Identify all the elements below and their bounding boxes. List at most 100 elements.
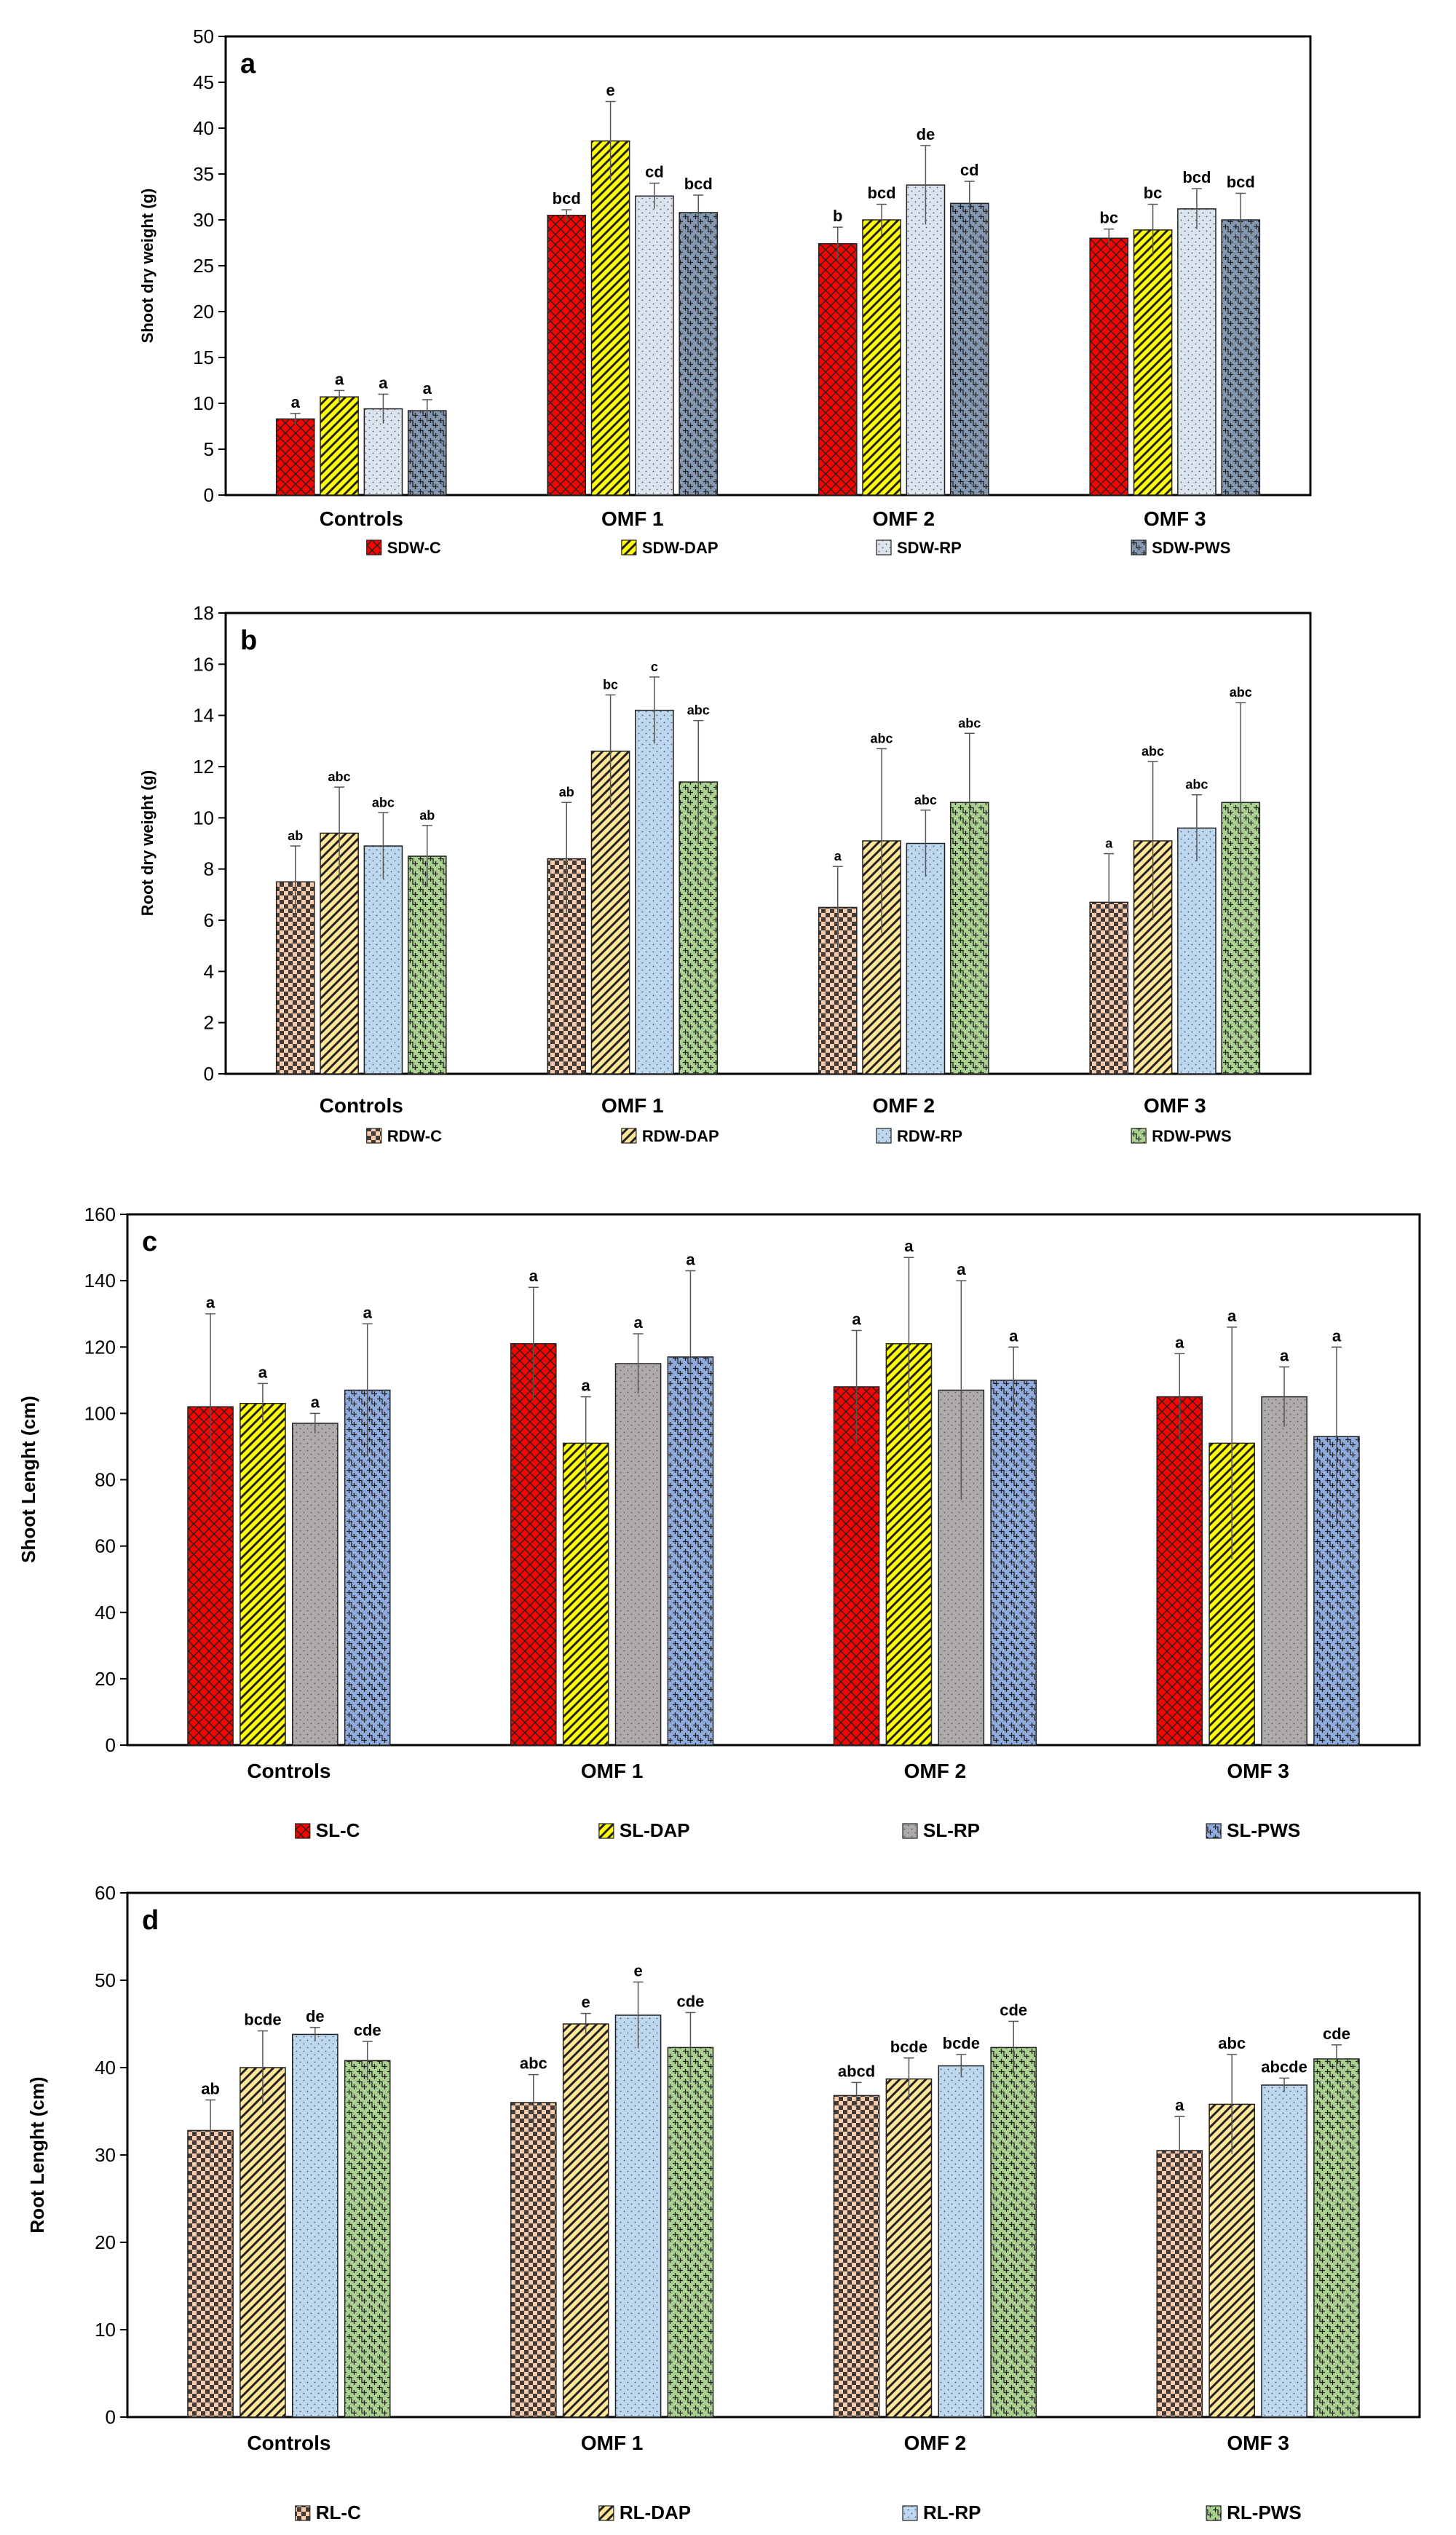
significance-letter: a [1175, 1333, 1184, 1351]
bar-rl-rp-omf3 [1261, 2084, 1307, 2418]
y-tick-label: 30 [193, 209, 214, 231]
panel-label: d [142, 1905, 159, 1936]
legend-swatch [295, 2505, 311, 2521]
legend-label: SDW-RP [897, 539, 962, 557]
significance-letter: ab [559, 785, 574, 799]
x-tick-label: OMF 1 [601, 1094, 664, 1117]
significance-letter: de [306, 2007, 325, 2025]
bar-rl-pws-omf1 [667, 2046, 714, 2418]
legend-swatch [598, 2505, 614, 2521]
significance-letter: cde [676, 1992, 704, 2010]
significance-letter: e [582, 1993, 590, 2012]
y-tick-label: 50 [95, 1969, 116, 1991]
significance-letter: a [529, 1267, 539, 1285]
y-tick-label: 100 [84, 1402, 116, 1424]
legend: RL-C RL-DAP RL-RP RL-PWS [295, 2502, 1302, 2523]
x-tick-label: Controls [320, 507, 403, 530]
significance-letter: abc [1230, 685, 1252, 700]
y-tick-label: 0 [106, 2406, 116, 2428]
bar-rdw-rp-omf1 [635, 709, 674, 1075]
y-tick-label: 40 [95, 2057, 116, 2079]
significance-letter: e [606, 81, 614, 99]
x-tick-label: OMF 3 [1227, 2432, 1289, 2454]
legend-swatch [621, 539, 637, 555]
y-tick-label: 10 [193, 807, 214, 828]
bar-sdw-rp-omf3 [1177, 208, 1216, 496]
y-axis-title: Root Lenght (cm) [26, 2076, 48, 2233]
significance-letter: abc [1218, 2034, 1246, 2052]
legend-label: RL-PWS [1227, 2502, 1302, 2523]
bar-rdw-rp-omf3 [1177, 827, 1216, 1075]
y-tick-label: 140 [84, 1270, 116, 1292]
bar-sl-dap-omf1 [562, 1442, 609, 1746]
significance-letter: abc [914, 793, 937, 807]
x-tick-label: Controls [247, 2432, 331, 2454]
significance-letter: a [957, 1260, 966, 1278]
significance-letter: abcd [838, 2062, 875, 2080]
significance-letter: e [633, 1961, 642, 1980]
significance-letter: a [1227, 1307, 1237, 1325]
significance-letter: a [582, 1377, 591, 1395]
significance-letter: a [423, 379, 432, 398]
significance-letter: a [1105, 837, 1113, 851]
y-tick-label: 12 [193, 756, 214, 778]
panel-label: b [240, 625, 257, 656]
y-tick-label: 10 [193, 392, 214, 414]
significance-letter: a [363, 1303, 373, 1321]
y-tick-label: 60 [95, 1535, 116, 1557]
plot-frame [224, 612, 1312, 1075]
significance-letter: cd [960, 161, 979, 179]
x-tick-label: Controls [247, 1760, 331, 1782]
legend-swatch [1206, 2505, 1222, 2521]
significance-letter: a [311, 1393, 320, 1411]
legend-label: SDW-DAP [642, 539, 719, 557]
bar-rl-rp-omf2 [938, 2065, 985, 2418]
significance-letter: bcde [244, 2011, 281, 2029]
bar-sdw-c-omf2 [818, 243, 858, 496]
x-tick-label: OMF 2 [904, 2432, 967, 2454]
x-tick-label: OMF 2 [872, 1094, 935, 1117]
legend-label: SDW-PWS [1152, 539, 1230, 557]
y-tick-label: 0 [204, 1063, 214, 1085]
significance-letter: a [852, 1310, 861, 1328]
y-tick-label: 40 [193, 117, 214, 139]
significance-letter: bcd [1182, 168, 1211, 186]
bar-sdw-dap-omf1 [590, 140, 630, 496]
significance-letter: abc [372, 795, 395, 810]
legend-label: RDW-RP [897, 1127, 962, 1145]
y-tick-label: 40 [95, 1602, 116, 1624]
legend-label: RL-RP [923, 2502, 981, 2523]
y-tick-label: 30 [95, 2144, 116, 2166]
significance-letter: cde [1000, 2001, 1027, 2019]
panel-a: a 0 5 10 15 20 25 30 35 40 45 50 Shoot dry weight (g… [138, 25, 1312, 557]
significance-letter: a [633, 1313, 643, 1332]
y-tick-label: 20 [193, 301, 214, 323]
y-tick-label: 20 [95, 2231, 116, 2253]
significance-letter: bc [1099, 209, 1118, 227]
significance-letter: a [686, 1250, 695, 1268]
legend-label: RDW-PWS [1152, 1127, 1232, 1145]
y-tick-label: 25 [193, 255, 214, 277]
legend-swatch [1206, 1823, 1222, 1839]
y-tick-label: 16 [193, 653, 214, 675]
bar-sl-c-omf1 [510, 1342, 557, 1746]
bar-sl-pws-omf2 [990, 1380, 1037, 1746]
panel-d: d 0 10 20 30 40 50 60 Root Lenght (cm) ab bcde de cd… [26, 1882, 1421, 2523]
y-tick-label: 15 [193, 347, 214, 368]
y-tick-label: 60 [95, 1882, 116, 1904]
y-tick-label: 6 [204, 909, 214, 931]
significance-letter: bc [603, 678, 618, 692]
bar-rl-dap-omf2 [885, 2078, 933, 2418]
legend-label: RDW-DAP [642, 1127, 719, 1145]
bar-sdw-rp-omf1 [635, 195, 674, 496]
y-tick-label: 0 [106, 1734, 116, 1756]
x-tick-label: OMF 3 [1227, 1760, 1289, 1782]
legend-label: SL-C [316, 1819, 360, 1841]
bar-sdw-dap-controls [320, 396, 359, 496]
significance-letter: a [1009, 1326, 1018, 1345]
x-tick-label: OMF 1 [601, 507, 664, 530]
y-axis-title: Shoot Lenght (cm) [17, 1396, 39, 1563]
significance-letter: abcde [1261, 2057, 1307, 2076]
significance-letter: a [258, 1363, 268, 1381]
y-tick-label: 80 [95, 1469, 116, 1491]
